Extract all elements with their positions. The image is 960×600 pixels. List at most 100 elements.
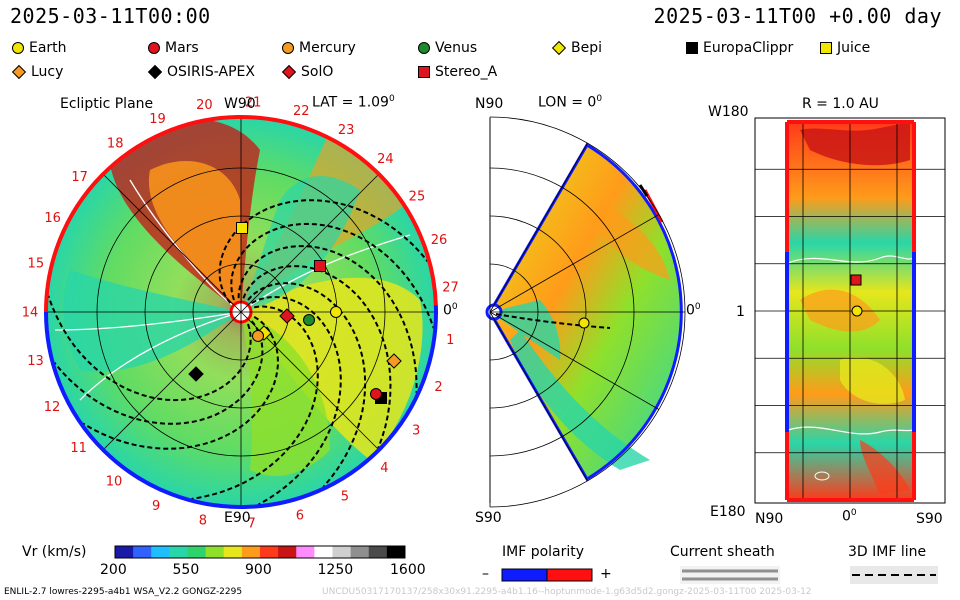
footer-run-id: UNCDU50317170137/258x30x91.2295-a4b1.16-…: [322, 587, 812, 597]
carrington-label-27: 27: [442, 281, 459, 296]
meridional-panel: [485, 116, 686, 508]
circle-marker-icon: [418, 42, 430, 54]
legend-item-earth: Earth: [12, 40, 67, 56]
ecliptic-lucy-marker: [386, 353, 402, 369]
legend-label: Bepi: [571, 40, 602, 56]
datetime-left: 2025-03-11T00:00: [10, 4, 211, 28]
carrington-label-21: 21: [245, 95, 262, 110]
ecliptic-juice-marker: [236, 222, 248, 234]
map-bottom-left-label: E180: [710, 504, 746, 520]
imf-line: [237, 245, 418, 394]
imf-line: [82, 315, 279, 450]
meridional-grid: [489, 116, 686, 508]
carrington-label-18: 18: [107, 137, 124, 152]
polarity-rim-arc: [44, 115, 438, 313]
meridional-right-label: 00: [686, 302, 701, 319]
ecliptic-earth-marker: [330, 306, 342, 318]
colorbar-segment: [115, 546, 134, 558]
colorbar-label: Vr (km/s): [22, 544, 87, 560]
legend-label: Mercury: [299, 40, 356, 56]
map-r-label: R = 1.0 AU: [802, 96, 879, 112]
carrington-label-7: 7: [248, 517, 256, 532]
ecliptic-bodies: [188, 222, 402, 404]
carrington-label-4: 4: [380, 461, 388, 476]
imf-polarity-plus: +: [600, 566, 612, 582]
imf-line: [230, 222, 435, 329]
ecliptic-solo-marker: [279, 308, 295, 324]
imf-line: [47, 295, 252, 402]
carrington-label-25: 25: [409, 190, 426, 205]
imf-polarity-minus: –: [482, 566, 489, 582]
map-stereo-a-marker: [850, 274, 862, 286]
circle-marker-icon: [12, 42, 24, 54]
colorbar-segment: [223, 546, 243, 558]
legend-item-venus: Venus: [418, 40, 477, 56]
legend-label: Venus: [435, 40, 478, 56]
legend-item-mars: Mars: [148, 40, 199, 56]
ecliptic-right-label: 00: [443, 302, 458, 319]
imf-line: [242, 265, 392, 449]
ecliptic-title: Ecliptic Plane: [60, 96, 154, 112]
carrington-label-23: 23: [338, 123, 355, 138]
carrington-label-1: 1: [446, 333, 454, 348]
imf-line: [247, 282, 367, 488]
meridional-bottom-label: S90: [475, 510, 502, 526]
ecliptic-mercury-marker: [252, 330, 264, 342]
map-earth-marker: [851, 305, 863, 317]
ecliptic-imf-lines: [47, 199, 435, 506]
datetime-right: 2025-03-11T00 +0.00 day: [653, 4, 942, 28]
carrington-label-3: 3: [412, 424, 420, 439]
carrington-label-2: 2: [434, 380, 442, 395]
map-mid-left-label: 1: [736, 304, 745, 320]
meridional-earth-marker: [578, 317, 590, 329]
map-top-left-label: W180: [708, 104, 749, 120]
imf-line: [191, 305, 319, 500]
ecliptic-polarity-rim: [44, 115, 438, 509]
colorbar-segment: [314, 546, 333, 558]
square-marker-icon: [418, 66, 430, 78]
ecliptic-top-label: W90: [224, 96, 256, 112]
carrington-label-5: 5: [341, 490, 349, 505]
legend-item-juice: Juice: [820, 40, 870, 56]
legend-label: Mars: [165, 40, 199, 56]
legend-item-bepi: Bepi: [551, 40, 602, 56]
carrington-label-6: 6: [296, 509, 304, 524]
colorbar-segment: [350, 546, 370, 558]
square-marker-icon: [686, 42, 698, 54]
ecliptic-radial-line: [102, 311, 242, 451]
current-sheath-label: Current sheath: [670, 544, 775, 560]
ecliptic-lat-label: LAT = 1.090: [312, 94, 395, 111]
meridional-radial-line: [489, 311, 660, 410]
circle-marker-icon: [148, 42, 160, 54]
polarity-rim-arc: [44, 305, 438, 509]
colorbar-segment: [151, 546, 170, 558]
map-x-label-0: 00: [842, 508, 857, 525]
carrington-label-12: 12: [44, 400, 61, 415]
colorbar-segment: [386, 546, 406, 558]
colorbar-tick-900: 900: [245, 562, 272, 578]
ecliptic-osiris-apex-marker: [188, 366, 204, 382]
colorbar-tick-1250: 1250: [317, 562, 354, 578]
ecliptic-mars-marker: [370, 388, 382, 400]
legend-label: Lucy: [31, 64, 64, 80]
footer-model-info: ENLIL-2.7 lowres-2295-a4b1 WSA_V2.2 GONG…: [4, 587, 243, 597]
colorbar-segment: [296, 546, 315, 558]
carrington-label-14: 14: [22, 305, 39, 320]
imf-line-label: 3D IMF line: [848, 544, 927, 560]
colorbar-tick-1600: 1600: [390, 562, 426, 578]
carrington-label-20: 20: [196, 98, 213, 113]
carrington-label-8: 8: [199, 514, 207, 529]
meridional-radial-line: [489, 311, 588, 482]
circle-marker-icon: [282, 42, 294, 54]
colorbar-segment: [278, 546, 297, 558]
carrington-label-10: 10: [106, 475, 123, 490]
ecliptic-bottom-label: E90: [224, 510, 251, 526]
colorbar-segment: [133, 546, 152, 558]
meridional-imf-line: [495, 313, 611, 329]
legend-item-stereo-a: Stereo_A: [418, 64, 497, 80]
legend-label: Juice: [837, 40, 871, 56]
carrington-label-24: 24: [377, 152, 394, 167]
carrington-label-17: 17: [71, 170, 88, 185]
